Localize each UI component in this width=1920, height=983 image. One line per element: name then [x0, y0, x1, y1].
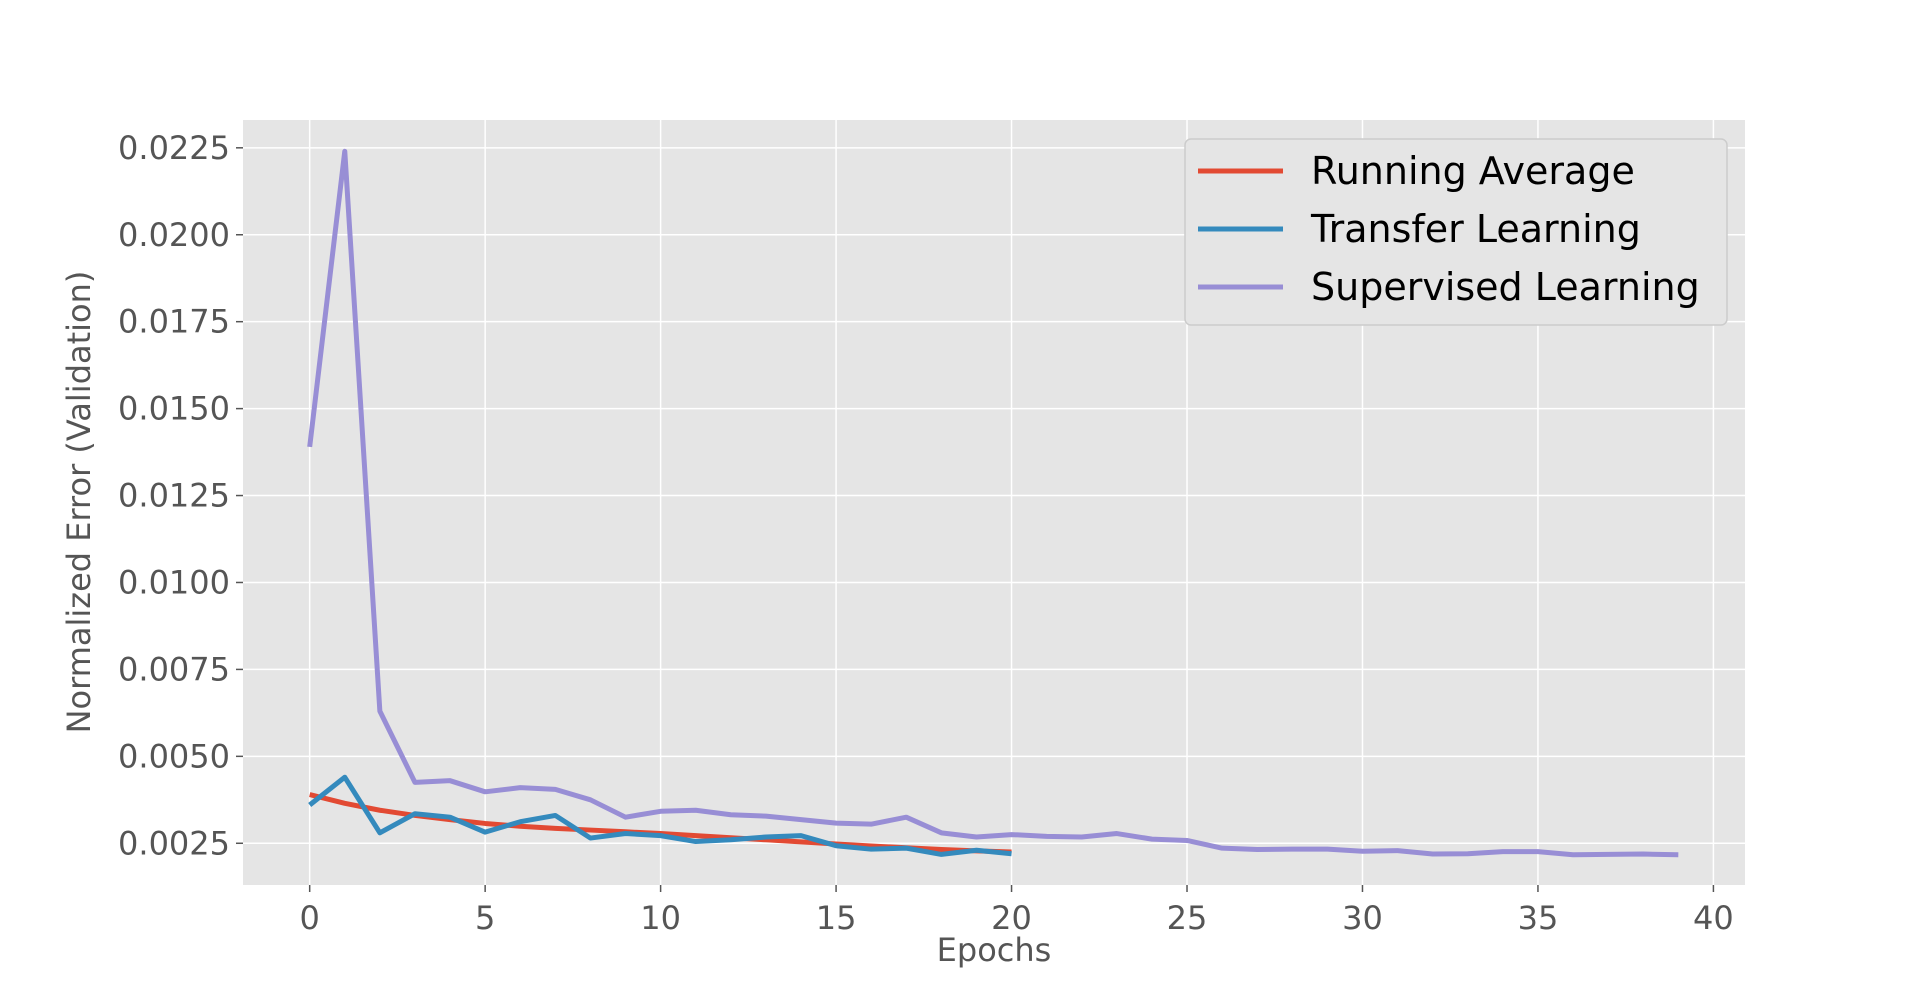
x-tick-label: 10: [640, 899, 681, 937]
series-line-transfer-learning: [308, 774, 1012, 857]
y-tick-label: 0.0125: [118, 477, 230, 515]
x-tick-label: 20: [991, 899, 1032, 937]
legend: Running Average Transfer Learning Supervis…: [1184, 138, 1728, 326]
y-axis: 0.0025 0.0050 0.0075 0.0100 0.0125 0.0150 0.01…: [118, 129, 243, 862]
legend-label-transfer-learning: Transfer Learning: [1310, 207, 1641, 251]
y-tick-label: 0.0225: [118, 129, 230, 167]
x-tick-label: 35: [1518, 899, 1559, 937]
y-tick-label: 0.0175: [118, 303, 230, 341]
x-tick-label: 25: [1167, 899, 1208, 937]
x-tick-label: 30: [1342, 899, 1383, 937]
x-axis-title: Epochs: [937, 931, 1052, 969]
y-axis-title: Normalized Error (Validation): [60, 271, 98, 734]
x-axis: 0 5 10 15 20 25 30 35 40: [299, 885, 1734, 937]
y-tick-label: 0.0200: [118, 216, 230, 254]
legend-box: [1184, 138, 1728, 326]
x-tick-label: 5: [475, 899, 495, 937]
series-line-supervised-learning: [307, 148, 1679, 858]
series-lines: [307, 148, 1679, 858]
y-tick-label: 0.0150: [118, 390, 230, 428]
legend-label-running-average: Running Average: [1311, 149, 1635, 193]
y-tick-label: 0.0025: [118, 824, 230, 862]
x-tick-label: 15: [816, 899, 857, 937]
x-tick-label: 40: [1693, 899, 1734, 937]
y-tick-label: 0.0050: [118, 737, 230, 775]
x-tick-label: 0: [299, 899, 319, 937]
y-tick-label: 0.0075: [118, 650, 230, 688]
legend-label-supervised-learning: Supervised Learning: [1311, 265, 1700, 309]
y-tick-label: 0.0100: [118, 563, 230, 601]
